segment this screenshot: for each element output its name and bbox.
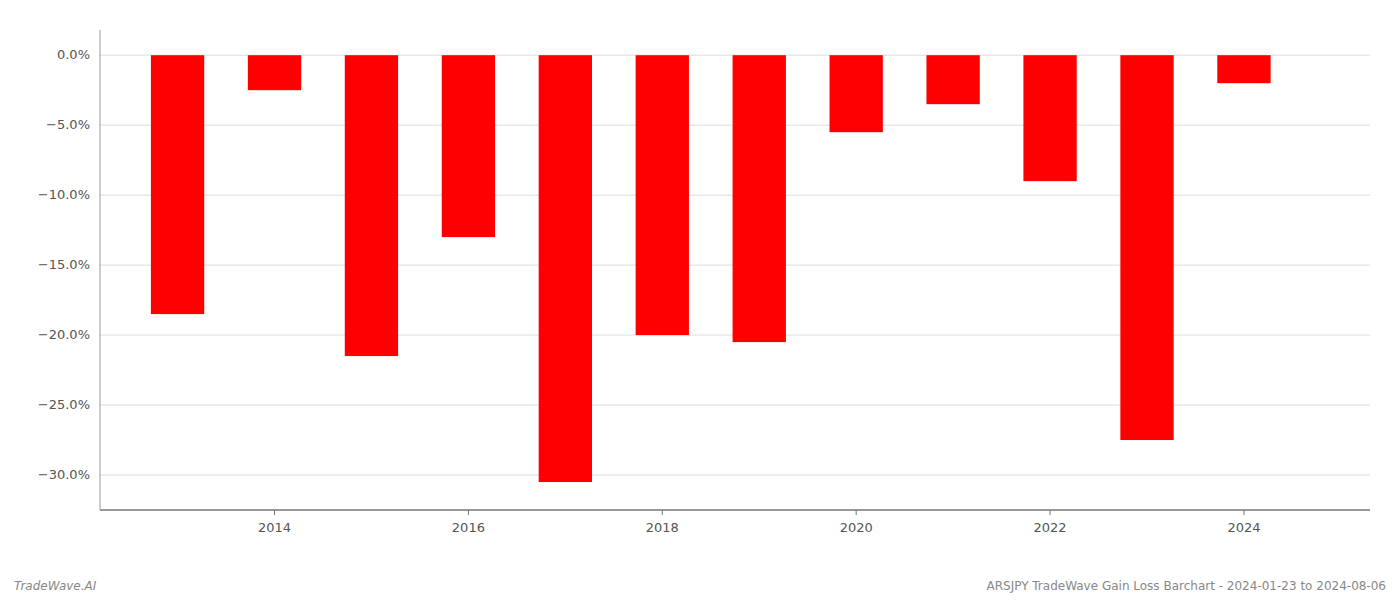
x-tick <box>856 510 857 515</box>
y-tick-label: −10.0% <box>38 187 90 202</box>
grid-line <box>100 475 1370 476</box>
bars <box>151 55 1271 482</box>
watermark: TradeWave.AI <box>14 579 97 593</box>
y-tick-label: −15.0% <box>38 257 90 272</box>
y-tick-label: −5.0% <box>46 117 90 132</box>
chart-svg: 0.0% −5.0% −10.0% −15.0% −20.0% −25.0% −30.0% 2… <box>0 0 1400 600</box>
x-tick <box>468 510 469 515</box>
bar <box>733 55 786 342</box>
title: ARSJPY TradeWave Gain Loss Barchart - 20… <box>986 579 1386 593</box>
bar <box>248 55 301 90</box>
bar <box>442 55 495 237</box>
x-tick-label: 2016 <box>452 520 485 535</box>
y-grid <box>100 55 1370 475</box>
y-tick-label: −25.0% <box>38 397 90 412</box>
chart-container: 0.0% −5.0% −10.0% −15.0% −20.0% −25.0% −30.0% 2… <box>0 0 1400 600</box>
bar <box>1217 55 1270 83</box>
x-tick <box>662 510 663 515</box>
x-tick-label: 2022 <box>1034 520 1067 535</box>
x-axis-line <box>100 510 1370 511</box>
x-tick-label: 2018 <box>646 520 679 535</box>
y-tick-label: −20.0% <box>38 327 90 342</box>
bar <box>1023 55 1076 181</box>
x-tick-label: 2014 <box>258 520 291 535</box>
x-tick-label: 2024 <box>1227 520 1260 535</box>
x-tick-label: 2020 <box>840 520 873 535</box>
x-tick <box>1050 510 1051 515</box>
grid-line <box>100 405 1370 406</box>
bar <box>151 55 204 314</box>
bar <box>345 55 398 356</box>
x-tick <box>1243 510 1244 515</box>
bar <box>830 55 883 132</box>
x-tick <box>274 510 275 515</box>
bar <box>1120 55 1173 440</box>
y-tick-label: 0.0% <box>57 47 90 62</box>
y-axis-line <box>100 30 101 510</box>
bar <box>539 55 592 482</box>
bar <box>926 55 979 104</box>
y-tick-label: −30.0% <box>38 467 90 482</box>
bar <box>636 55 689 335</box>
background <box>0 0 1400 600</box>
